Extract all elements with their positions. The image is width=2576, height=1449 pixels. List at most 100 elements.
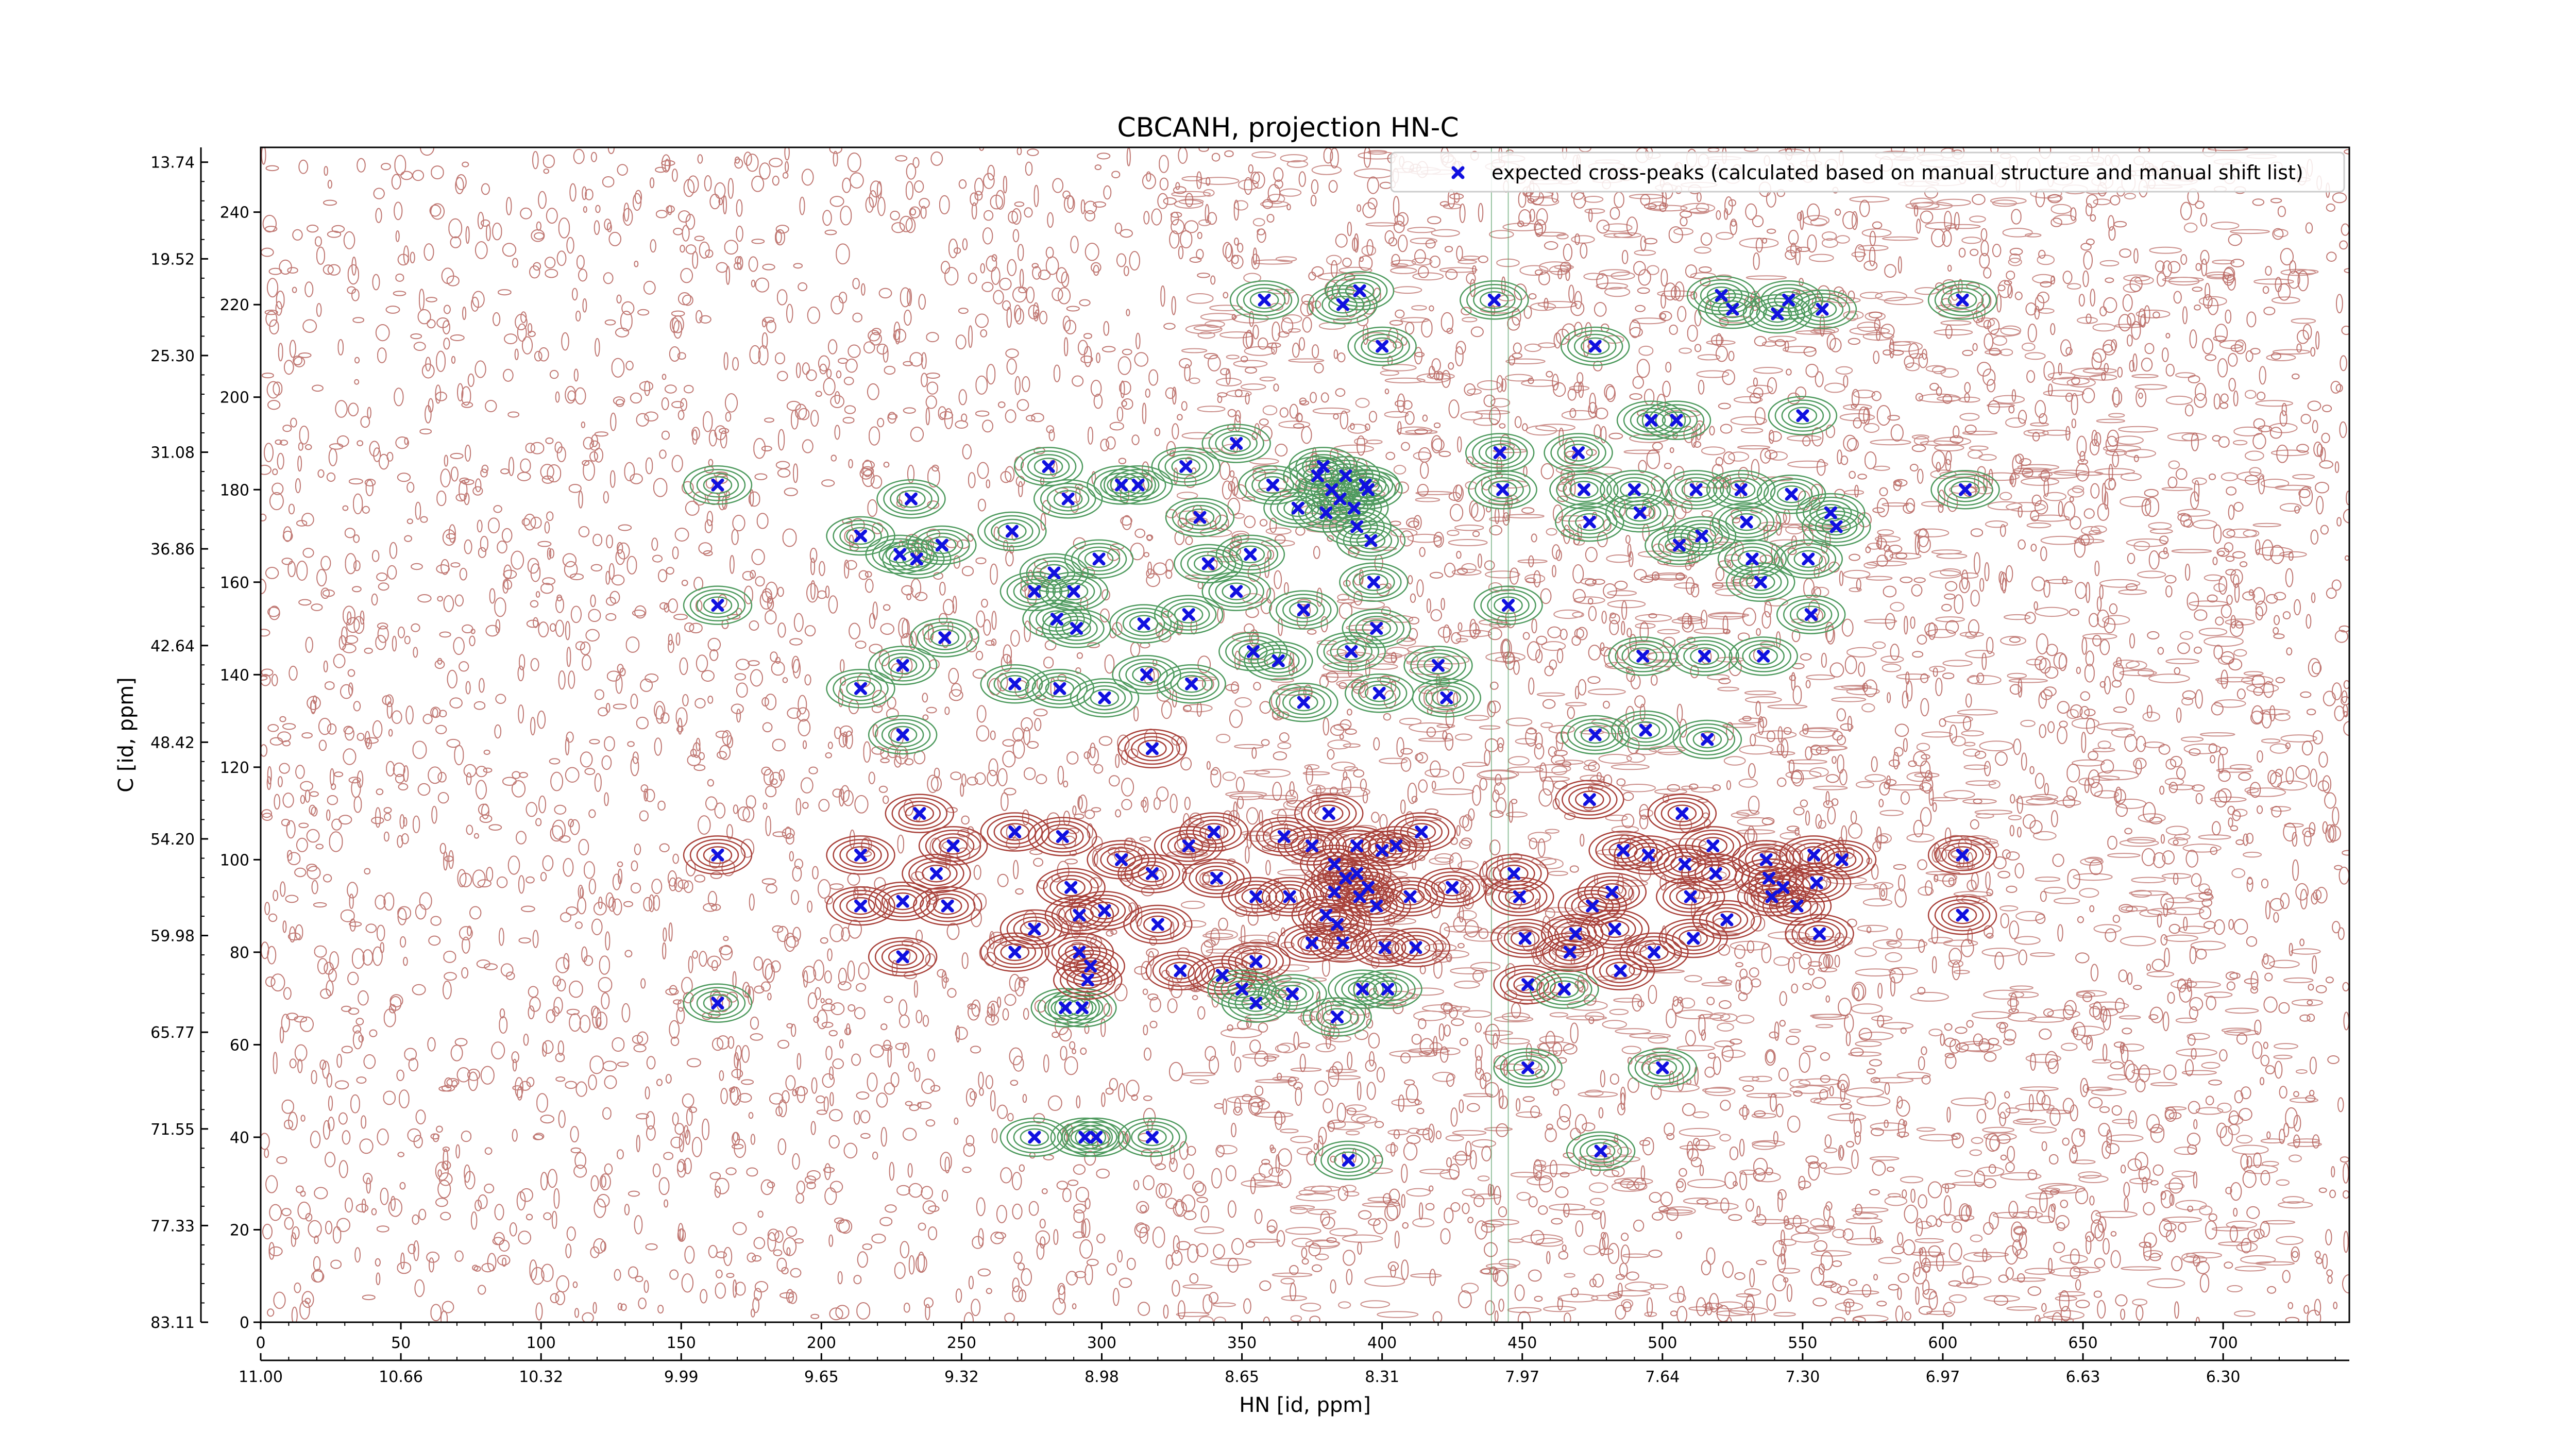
- expected-cross-peak: [1100, 906, 1109, 915]
- y-tick-label: 20: [230, 1221, 249, 1239]
- x-ppm-tick-label: 6.30: [2206, 1368, 2241, 1386]
- x-ppm-tick-label: 10.32: [519, 1368, 563, 1386]
- y-axis-ppm: 83.1177.3371.5565.7759.9854.2048.4242.64…: [150, 147, 208, 1332]
- expected-cross-peak: [1787, 490, 1796, 499]
- x-tick-label: 300: [1087, 1334, 1116, 1352]
- x-ppm-tick-label: 9.65: [804, 1368, 839, 1386]
- expected-cross-peak: [1610, 924, 1619, 934]
- x-ppm-tick-label: 7.97: [1505, 1368, 1539, 1386]
- expected-cross-peak: [1324, 809, 1333, 818]
- x-axis-label: HN [id, ppm]: [1239, 1393, 1371, 1417]
- expected-cross-peak: [1181, 462, 1191, 471]
- y-tick-label: 0: [240, 1314, 249, 1332]
- expected-cross-peak: [1232, 587, 1241, 596]
- expected-cross-peak: [1378, 342, 1387, 351]
- x-axis-index: 0 50 100 150 200 250 300 350 400 450 500 550 600 650 7…: [256, 1322, 2335, 1352]
- expected-cross-peak: [1055, 684, 1064, 693]
- x-tick-label: 400: [1367, 1334, 1397, 1352]
- x-tick-label: 200: [807, 1334, 836, 1352]
- y-ppm-tick-label: 25.30: [150, 347, 195, 365]
- expected-cross-peak: [1383, 985, 1393, 994]
- expected-cross-peak: [1596, 1147, 1605, 1156]
- expected-cross-peak: [1630, 485, 1639, 494]
- expected-cross-peak: [1590, 342, 1600, 351]
- expected-cross-peak: [1697, 531, 1706, 541]
- legend-label: expected cross-peaks (calculated based o…: [1492, 161, 2303, 184]
- y-ppm-tick-label: 36.86: [150, 541, 195, 559]
- x-ppm-tick-label: 10.66: [379, 1368, 423, 1386]
- x-tick-label: 450: [1507, 1334, 1537, 1352]
- x-ppm-tick-label: 11.00: [239, 1368, 283, 1386]
- x-axis-ppm: 11.00 10.66 10.32 9.99 9.65 9.32 8.98 8.65 8.31 7…: [239, 1353, 2349, 1386]
- expected-cross-peak: [1010, 948, 1020, 957]
- expected-cross-peak: [1153, 920, 1162, 929]
- x-tick-label: 500: [1648, 1334, 1677, 1352]
- expected-cross-peak: [1641, 726, 1650, 735]
- expected-cross-peak: [1044, 462, 1053, 471]
- noise-contours: [255, 139, 2355, 1329]
- expected-cross-peak: [1585, 517, 1594, 527]
- x-tick-label: 150: [667, 1334, 696, 1352]
- x-tick-label: 600: [1928, 1334, 1957, 1352]
- expected-cross-peak: [713, 601, 722, 610]
- y-ppm-tick-label: 13.74: [150, 154, 195, 172]
- expected-cross-peak: [1509, 869, 1518, 878]
- expected-cross-peak: [1063, 494, 1073, 503]
- expected-cross-peak: [1347, 647, 1356, 656]
- x-ppm-tick-label: 8.65: [1225, 1368, 1259, 1386]
- expected-cross-peak: [1176, 966, 1185, 975]
- expected-cross-peak: [1139, 619, 1148, 629]
- expected-cross-peak: [898, 897, 907, 906]
- x-tick-label: 0: [256, 1334, 265, 1352]
- y-ppm-tick-label: 19.52: [150, 250, 195, 268]
- expected-cross-peak: [1321, 911, 1331, 920]
- expected-cross-peak: [1748, 554, 1757, 564]
- expected-cross-peak: [1184, 610, 1193, 619]
- expected-cross-peak: [1448, 883, 1457, 892]
- expected-cross-peak: [943, 901, 952, 911]
- expected-cross-peak: [1498, 485, 1507, 494]
- expected-cross-peak: [1826, 508, 1835, 517]
- expected-cross-peak: [856, 850, 866, 860]
- expected-cross-peak: [1809, 850, 1819, 860]
- expected-cross-peak: [1147, 1133, 1157, 1142]
- y-tick-label: 100: [220, 851, 249, 869]
- y-ppm-tick-label: 83.11: [150, 1314, 195, 1332]
- expected-cross-peak: [1590, 730, 1600, 739]
- expected-cross-peak: [1742, 517, 1751, 527]
- x-tick-label: 250: [947, 1334, 976, 1352]
- expected-cross-peak: [1798, 411, 1807, 420]
- legend: expected cross-peaks (calculated based o…: [1391, 153, 2344, 192]
- noise-contour-path: [255, 139, 2355, 1329]
- expected-cross-peak: [1689, 934, 1698, 943]
- x-ppm-tick-label: 8.31: [1365, 1368, 1399, 1386]
- peak-contours: [684, 272, 1999, 1180]
- expected-cross-peak: [1333, 1013, 1342, 1022]
- expected-cross-peak: [1759, 651, 1768, 661]
- y-tick-label: 220: [220, 296, 249, 314]
- x-ppm-tick-label: 7.64: [1645, 1368, 1680, 1386]
- expected-cross-peak: [1246, 550, 1255, 559]
- spectrum-contours: [255, 139, 2355, 1329]
- expected-cross-peak: [1585, 795, 1594, 804]
- x-tick-label: 100: [527, 1334, 556, 1352]
- y-ppm-tick-label: 31.08: [150, 444, 195, 462]
- expected-cross-peak: [1958, 911, 1967, 920]
- plot-frame: [261, 147, 2349, 1322]
- expected-cross-peak: [1094, 554, 1104, 564]
- y-ppm-tick-label: 71.55: [150, 1121, 195, 1139]
- expected-cross-peak: [1260, 295, 1269, 305]
- expected-cross-peak: [898, 952, 907, 962]
- expected-cross-peak: [1352, 841, 1362, 850]
- expected-cross-peak: [1649, 948, 1658, 957]
- expected-cross-peak: [1658, 1063, 1667, 1072]
- expected-cross-peak: [1691, 485, 1701, 494]
- x-ppm-tick-label: 9.99: [664, 1368, 699, 1386]
- expected-cross-peak: [1369, 578, 1378, 587]
- expected-cross-peak: [1066, 883, 1076, 892]
- expected-cross-peak: [1960, 485, 1970, 494]
- y-ppm-tick-label: 54.20: [150, 831, 195, 849]
- x-ppm-tick-label: 6.63: [2066, 1368, 2100, 1386]
- chart-title: CBCANH, projection HN-C: [1117, 112, 1459, 143]
